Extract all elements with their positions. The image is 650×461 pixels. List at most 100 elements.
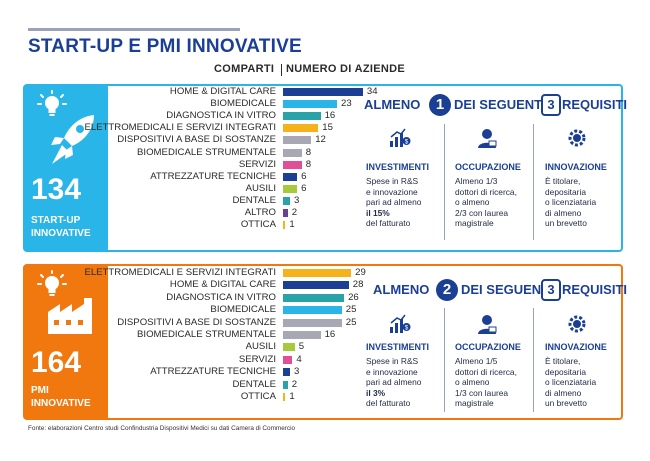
startup-value-label: 23 xyxy=(341,98,352,110)
startup-bar xyxy=(283,196,291,205)
pmi-category-label: ELETTROMEDICALI E SERVIZI INTEGRATI xyxy=(84,267,276,278)
startup-bar xyxy=(283,172,298,181)
pmi-req-prefix: ALMENO xyxy=(373,282,430,297)
startup-bar xyxy=(283,88,363,96)
page-title: START-UP E PMI INNOVATIVE xyxy=(28,36,302,57)
factory-icon xyxy=(48,298,92,334)
pmi-category-label: HOME & DIGITAL CARE xyxy=(169,279,276,291)
startup-category-label: DISPOSITIVI A BASE DI SOSTANZE xyxy=(117,134,276,146)
pmi-criterion-text: Spese in R&S e innovazione pari ad almeno i… xyxy=(366,356,422,408)
pmi-criterion-title: OCCUPAZIONE xyxy=(455,342,521,352)
employee-icon xyxy=(478,315,497,334)
innovation-gear-icon xyxy=(568,129,586,147)
startup-category-label: DENTALE xyxy=(232,194,276,206)
investment-icon: $ xyxy=(390,128,411,147)
pmi-value-label: 28 xyxy=(352,279,364,291)
lightbulb-icon xyxy=(37,90,67,116)
column-header-companies: NUMERO DI AZIENDE xyxy=(286,63,405,75)
pmi-req-of-badge: 3 xyxy=(541,279,561,301)
pmi-category-label: BIOMEDICALE STRUMENTALE xyxy=(137,329,276,340)
pmi-side-block xyxy=(25,266,108,418)
startup-category-label: BIOMEDICALE STRUMENTALE xyxy=(137,146,276,158)
startup-value-label: 12 xyxy=(315,134,326,146)
pmi-bar xyxy=(283,331,321,339)
startup-category-label: HOME & DIGITAL CARE xyxy=(169,86,276,97)
pmi-category-label: DENTALE xyxy=(232,378,276,390)
pmi-criterion-text: Almeno 1/5 dottori di ricerca, o almeno 1/3… xyxy=(455,356,517,408)
startup-bar xyxy=(283,112,321,121)
startup-criteria-divider xyxy=(444,124,445,240)
pmi-bar xyxy=(283,355,293,364)
pmi-category-label: ATTREZZATURE TECNICHE xyxy=(150,366,276,378)
investment-icon: $ xyxy=(390,314,411,333)
pmi-value-label: 3 xyxy=(294,366,300,378)
lightbulb-icon xyxy=(37,270,67,296)
startup-category-label: ATTREZZATURE TECNICHE xyxy=(150,170,276,182)
startup-criterion-title: INNOVAZIONE xyxy=(545,162,607,172)
pmi-category-label: DIAGNOSTICA IN VITRO xyxy=(166,291,276,303)
pmi-bar xyxy=(283,343,295,352)
pmi-value-label: 4 xyxy=(296,353,302,365)
pmi-value-label: 26 xyxy=(348,291,359,303)
startup-criterion-title: INVESTIMENTI xyxy=(366,162,430,172)
startup-value-label: 6 xyxy=(301,170,307,182)
startup-category-label: ELETTROMEDICALI E SERVIZI INTEGRATI xyxy=(84,122,276,134)
pmi-panel xyxy=(23,264,623,420)
startup-bar xyxy=(283,100,338,109)
pmi-category-label: BIOMEDICALE xyxy=(210,304,276,316)
pmi-category-label: SERVIZI xyxy=(238,353,276,365)
pmi-value-label: 1 xyxy=(289,391,295,402)
startup-value-label: 2 xyxy=(291,207,298,218)
pmi-category-label: OTTICA xyxy=(240,391,276,402)
pmi-bar xyxy=(283,318,342,327)
startup-bar xyxy=(283,124,319,133)
startup-value-label: 3 xyxy=(294,194,300,206)
pmi-value-label: 25 xyxy=(345,304,357,316)
startup-bar xyxy=(283,136,312,145)
startup-category-label: BIOMEDICALE xyxy=(210,98,276,110)
startup-req-min-badge: 1 xyxy=(429,94,451,116)
pmi-bar xyxy=(283,269,352,277)
pmi-bar xyxy=(283,393,286,401)
startup-bar xyxy=(283,148,302,157)
pmi-criterion-text: È titolare, depositaria o licenziataria di … xyxy=(545,356,597,408)
svg-text:$: $ xyxy=(405,140,409,146)
startup-req-middle: DEI SEGUENTI xyxy=(454,97,546,112)
startup-criterion-text: Almeno 1/3 dottori di ricerca, o almeno 2/3… xyxy=(455,176,517,228)
pmi-value-label: 2 xyxy=(291,378,298,390)
pmi-criterion-title: INNOVAZIONE xyxy=(545,342,607,352)
pmi-bar xyxy=(283,281,349,290)
startup-value-label: 8 xyxy=(305,158,312,170)
startup-req-suffix: REQUISITI xyxy=(562,97,628,112)
startup-value-label: 16 xyxy=(324,110,336,122)
startup-criterion-title: OCCUPAZIONE xyxy=(455,162,521,172)
pmi-value-label: 25 xyxy=(345,316,357,328)
pmi-criterion-title: INVESTIMENTI xyxy=(366,342,430,352)
pmi-bar xyxy=(283,293,345,302)
pmi-bar xyxy=(283,368,291,377)
pmi-category-label: DISPOSITIVI A BASE DI SOSTANZE xyxy=(117,316,276,328)
startup-value-label: 6 xyxy=(301,182,307,194)
pmi-req-min-badge: 2 xyxy=(436,279,458,301)
startup-value-label: 15 xyxy=(322,122,333,134)
startup-category-label: ALTRO xyxy=(244,207,276,218)
pmi-label-line2: INNOVATIVE xyxy=(31,398,91,409)
startup-count: 134 xyxy=(31,173,82,206)
employee-icon xyxy=(478,129,497,148)
source-note: Fonte: elaborazioni Centro studi Confind… xyxy=(28,425,296,432)
startup-bar xyxy=(283,184,298,193)
pmi-label-line1: PMI xyxy=(31,385,49,396)
startup-req-prefix: ALMENO xyxy=(364,97,421,112)
startup-value-label: 34 xyxy=(366,86,378,97)
pmi-count: 164 xyxy=(31,346,82,379)
pmi-category-label: AUSILI xyxy=(245,341,276,353)
startup-bar xyxy=(283,221,286,230)
startup-category-label: OTTICA xyxy=(240,219,276,231)
startup-criterion-text: Spese in R&S e innovazione pari ad almeno i… xyxy=(366,176,422,228)
startup-label-line1: START-UP xyxy=(31,215,81,226)
svg-text:$: $ xyxy=(405,326,409,332)
rocket-icon xyxy=(51,115,94,164)
innovation-gear-icon xyxy=(568,315,586,333)
startup-criteria-divider xyxy=(533,124,534,240)
column-header-divider xyxy=(281,64,282,76)
